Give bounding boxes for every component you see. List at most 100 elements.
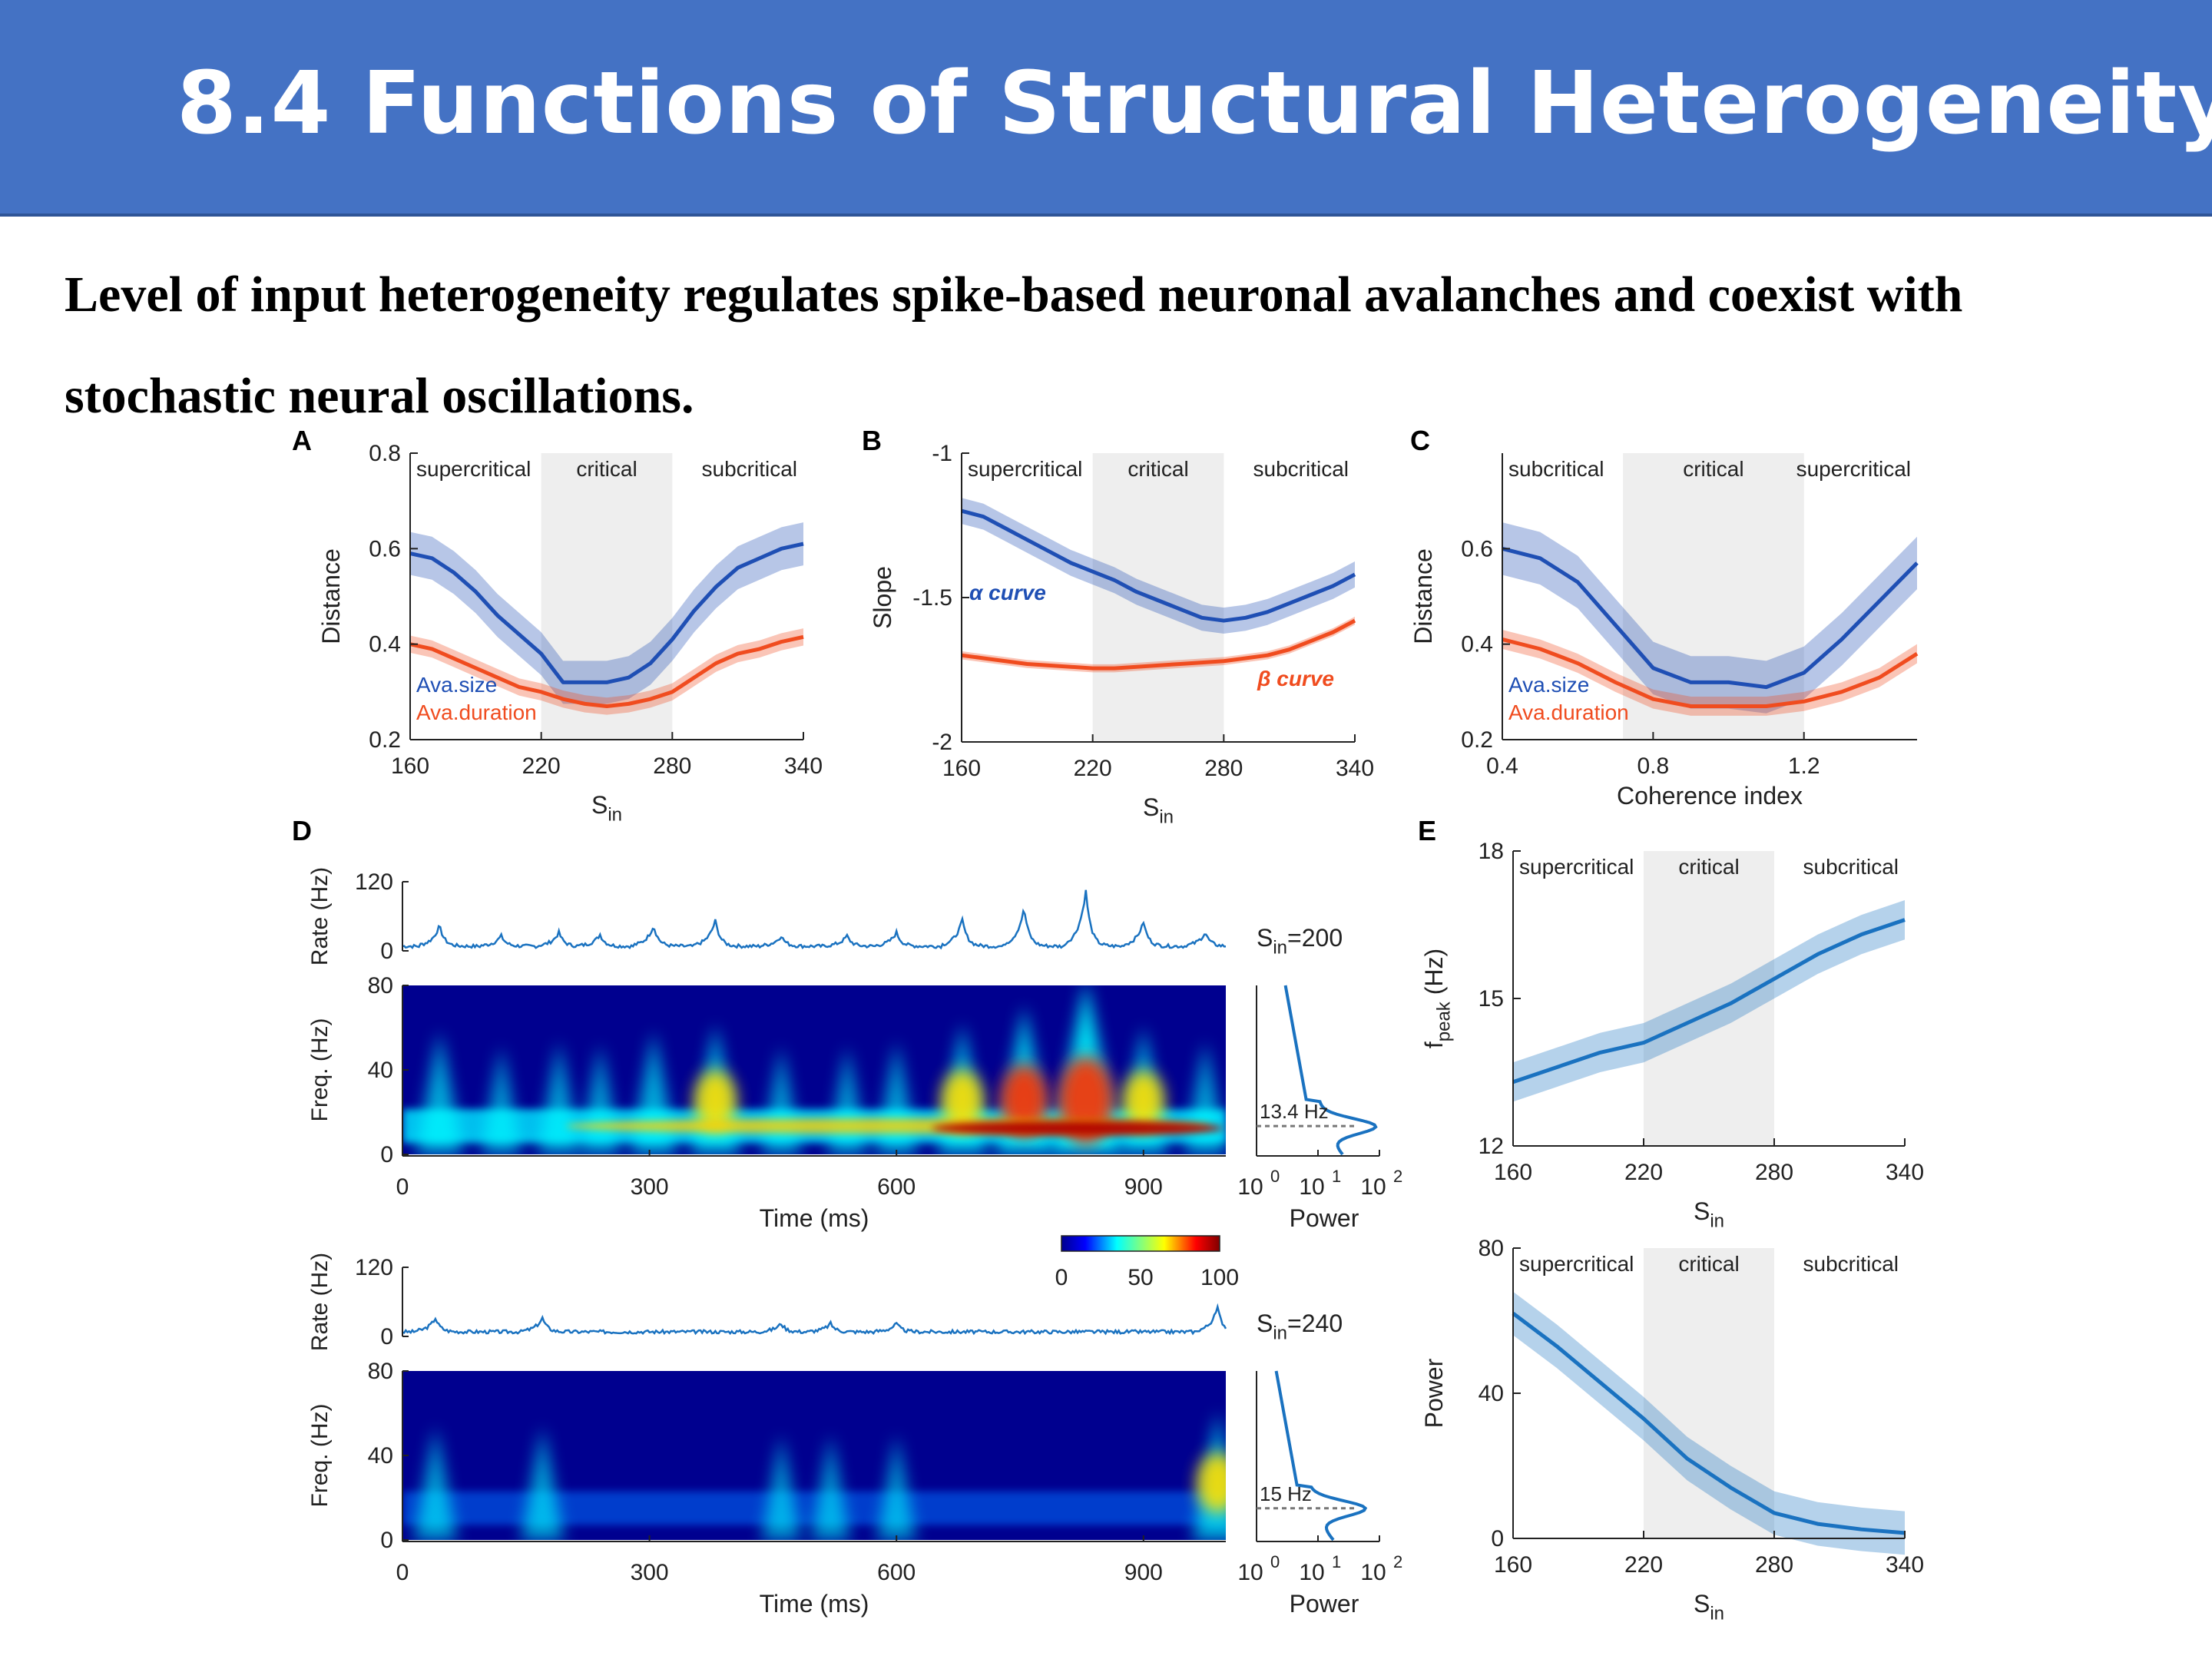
- freq-tick-label: 0: [380, 1142, 393, 1167]
- critical-region: [1623, 453, 1804, 740]
- critical-region: [1092, 453, 1224, 742]
- time-tick-label: 300: [631, 1560, 669, 1585]
- x-tick-label: 340: [784, 753, 823, 779]
- x-axis-label: Sin: [591, 791, 622, 826]
- peak-frequency-label: 15 Hz: [1260, 1482, 1312, 1505]
- series-line-1: [1502, 637, 1919, 708]
- x-tick-label: 0.4: [1486, 753, 1518, 779]
- y-tick-label: -1: [932, 441, 952, 466]
- y-tick-label: 15: [1479, 986, 1504, 1012]
- sin-annotation: Sin=200: [1257, 924, 1343, 959]
- y-tick-label: 0.2: [369, 727, 401, 753]
- x-tick-label: 340: [1886, 1552, 1924, 1578]
- series-line-0: [1502, 546, 1919, 690]
- power-tick-exponent: 2: [1393, 1552, 1402, 1571]
- burst-plume: [413, 1426, 457, 1540]
- y-tick-label: 18: [1479, 839, 1504, 864]
- colorbar-tick-label: 50: [1128, 1265, 1153, 1290]
- burst-plume: [481, 1046, 522, 1154]
- power-spectrum-line: [1274, 1370, 1368, 1541]
- power-tick-exponent: 2: [1393, 1167, 1402, 1186]
- y-tick-label: 0.4: [1461, 632, 1493, 657]
- x-tick-label: 340: [1886, 1160, 1924, 1185]
- colorbar-tick-label: 100: [1200, 1265, 1239, 1290]
- power-tick-exponent: 1: [1332, 1552, 1341, 1571]
- rate-trace: [402, 889, 1227, 950]
- spectrogram-colorbar: 0 50 100: [1055, 1235, 1239, 1290]
- rate-trace: [402, 1303, 1227, 1336]
- region-label-right: subcritical: [1253, 457, 1349, 481]
- y-tick-label: -1.5: [912, 585, 952, 611]
- burst-hotspot: [694, 1070, 737, 1131]
- y-axis-label: Slope: [869, 566, 896, 629]
- freq-tick-label: 40: [368, 1443, 393, 1469]
- region-label-left: supercritical: [1519, 855, 1634, 879]
- colorbar-gradient: [1061, 1235, 1220, 1252]
- y-tick-label: 0: [1491, 1526, 1504, 1551]
- time-axis-label: Time (ms): [760, 1204, 869, 1232]
- legend-entry: Ava.size: [416, 673, 497, 697]
- colorbar-tick-label: 0: [1055, 1265, 1068, 1290]
- time-tick-label: 0: [396, 1560, 409, 1585]
- burst-plume: [810, 1435, 851, 1540]
- power-spectrum-line: [1283, 985, 1378, 1156]
- y-tick-label: 80: [1479, 1236, 1504, 1261]
- burst-plume: [416, 1031, 464, 1154]
- region-label-left: supercritical: [968, 457, 1082, 481]
- chart-a-distance-vs-sin: supercritical critical subcritical 160 220 28…: [317, 441, 823, 826]
- region-label-left: supercritical: [1519, 1252, 1634, 1276]
- x-tick-label: 220: [522, 753, 561, 779]
- x-axis-label: Sin: [1694, 1590, 1724, 1624]
- legend-entry: Ava.size: [1508, 673, 1589, 697]
- burst-hotspot: [1197, 1452, 1226, 1513]
- y-axis-label: fpeak (Hz): [1420, 949, 1455, 1048]
- oscillation-ridge-peak: [932, 1120, 1224, 1136]
- series-band-0: [410, 522, 803, 704]
- region-label-critical: critical: [576, 457, 637, 481]
- burst-hotspot: [1000, 1065, 1048, 1137]
- power-axis-label: Power: [1290, 1204, 1359, 1232]
- chart-e-power: supercritical critical subcritical 160 220 28…: [1420, 1236, 1924, 1624]
- region-label-left: subcritical: [1508, 457, 1604, 481]
- time-tick-label: 900: [1124, 1174, 1163, 1200]
- y-axis-label: Distance: [1409, 548, 1437, 644]
- y-axis-label: Distance: [317, 548, 345, 644]
- panel-label-d: D: [292, 815, 312, 846]
- freq-tick-label: 40: [368, 1058, 393, 1083]
- time-tick-label: 0: [396, 1174, 409, 1200]
- time-tick-label: 600: [877, 1560, 916, 1585]
- x-axis-label: Sin: [1694, 1197, 1724, 1232]
- x-tick-label: 280: [1204, 756, 1243, 781]
- y-tick-label: 0.8: [369, 441, 401, 466]
- region-label-critical: critical: [1128, 457, 1188, 481]
- power-tick-label: 10: [1237, 1560, 1263, 1585]
- region-label-critical: critical: [1683, 457, 1743, 481]
- burst-hotspot: [941, 1069, 984, 1132]
- power-tick-label: 10: [1360, 1560, 1386, 1585]
- curve-label: β curve: [1257, 667, 1334, 690]
- power-tick-label: 10: [1299, 1560, 1324, 1585]
- x-tick-label: 280: [1755, 1160, 1793, 1185]
- power-tick-exponent: 0: [1270, 1167, 1280, 1186]
- power-tick-label: 10: [1299, 1174, 1324, 1200]
- rate-tick-label: 0: [380, 1324, 393, 1349]
- x-tick-label: 160: [942, 756, 981, 781]
- series-band-1: [410, 628, 803, 715]
- burst-plume: [521, 1426, 565, 1540]
- power-tick-exponent: 0: [1270, 1552, 1280, 1571]
- slide-subtitle: Level of input heterogeneity regulates s…: [65, 267, 1963, 424]
- y-tick-label: -2: [932, 730, 952, 755]
- x-tick-label: 0.8: [1637, 753, 1670, 779]
- curve-label: α curve: [969, 581, 1046, 604]
- x-axis-label: Sin: [1143, 793, 1174, 828]
- x-tick-label: 160: [1494, 1160, 1532, 1185]
- panel-label-b: B: [862, 425, 882, 456]
- chart-e-peak-frequency: supercritical critical subcritical 160 220 28…: [1420, 839, 1924, 1232]
- time-axis-label: Time (ms): [760, 1590, 869, 1618]
- series-band-0: [962, 498, 1355, 634]
- peak-frequency-label: 13.4 Hz: [1260, 1100, 1329, 1123]
- x-tick-label: 220: [1624, 1160, 1663, 1185]
